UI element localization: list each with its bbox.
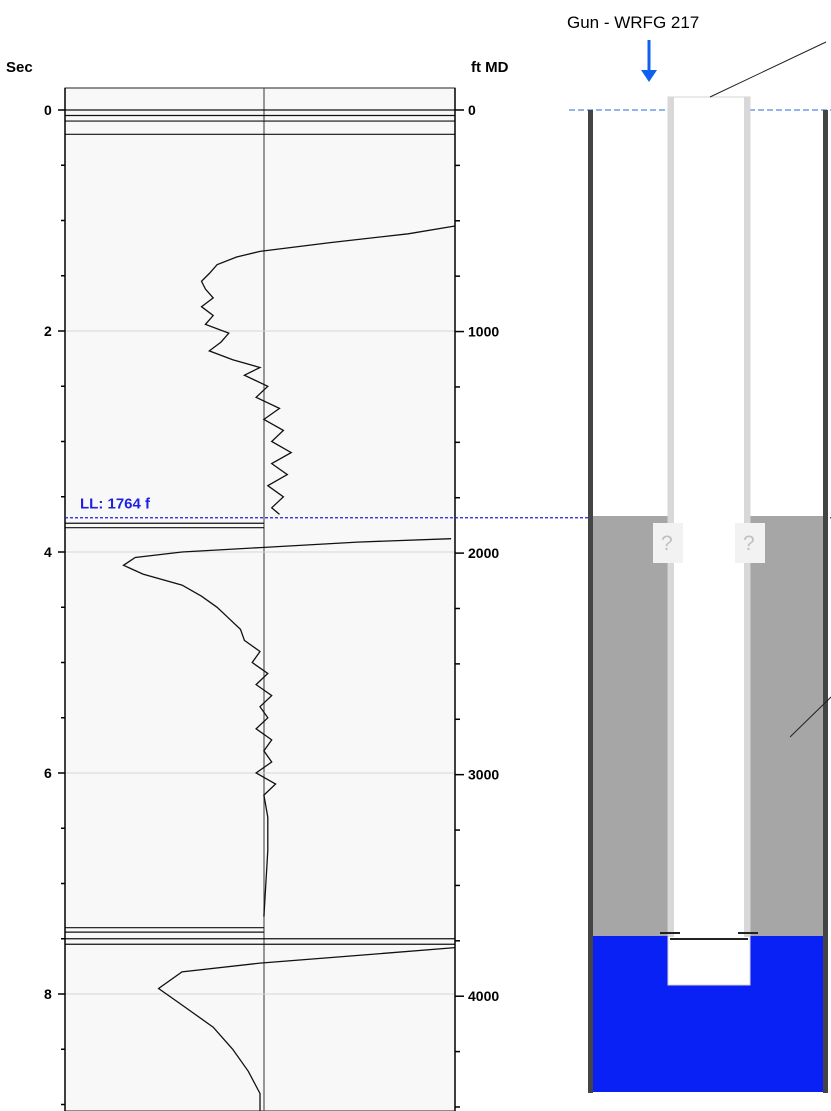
event-lines [65, 109, 455, 945]
casing-left-wall [588, 110, 593, 1093]
acoustic-trace-3 [157, 946, 456, 1111]
ft-md-tick-label: 0 [468, 102, 476, 118]
casing-right-wall [823, 110, 828, 1093]
acoustic-trace-1 [200, 225, 456, 515]
trace-plot-area [64, 87, 456, 1111]
unknown-mark-left: ? [661, 532, 673, 555]
sec-tick-label: 2 [44, 323, 52, 339]
sec-tick-label: 6 [44, 765, 52, 781]
ft-md-axis-ticks: 0 1000 2000 3000 4000 [455, 102, 499, 1108]
gun-arrow-icon [641, 40, 657, 82]
sec-axis-title: Sec [6, 59, 33, 76]
tubing-left-wall [668, 97, 674, 937]
ft-md-tick-label: 3000 [468, 767, 499, 783]
acoustic-trace-2 [122, 538, 452, 917]
ft-md-tick-label: 4000 [468, 988, 499, 1004]
unknown-box-right [735, 523, 765, 563]
tubing-leader-line [709, 41, 827, 98]
sec-tick-label: 8 [44, 986, 52, 1002]
acoustic-traces [122, 225, 456, 1111]
sec-axis-ticks: 0 2 4 6 8 [44, 102, 65, 1106]
ft-md-tick-label: 1000 [468, 324, 499, 340]
liquid-level-label: LL: 1764 f [80, 496, 151, 513]
ft-md-tick-label: 2000 [468, 545, 499, 561]
wellbore-schematic: ? ? Gun - WRFG 217 [567, 13, 831, 1093]
annulus-leader-line [789, 696, 831, 738]
gun-annotation: Gun - WRFG 217 [567, 13, 699, 32]
ft-md-axis-title: ft MD [471, 59, 509, 76]
sec-tick-label: 4 [44, 544, 52, 560]
unknown-box-left [653, 523, 683, 563]
unknown-mark-right: ? [743, 532, 755, 555]
tubing-right-wall [744, 97, 750, 937]
sec-tick-label: 0 [44, 102, 52, 118]
